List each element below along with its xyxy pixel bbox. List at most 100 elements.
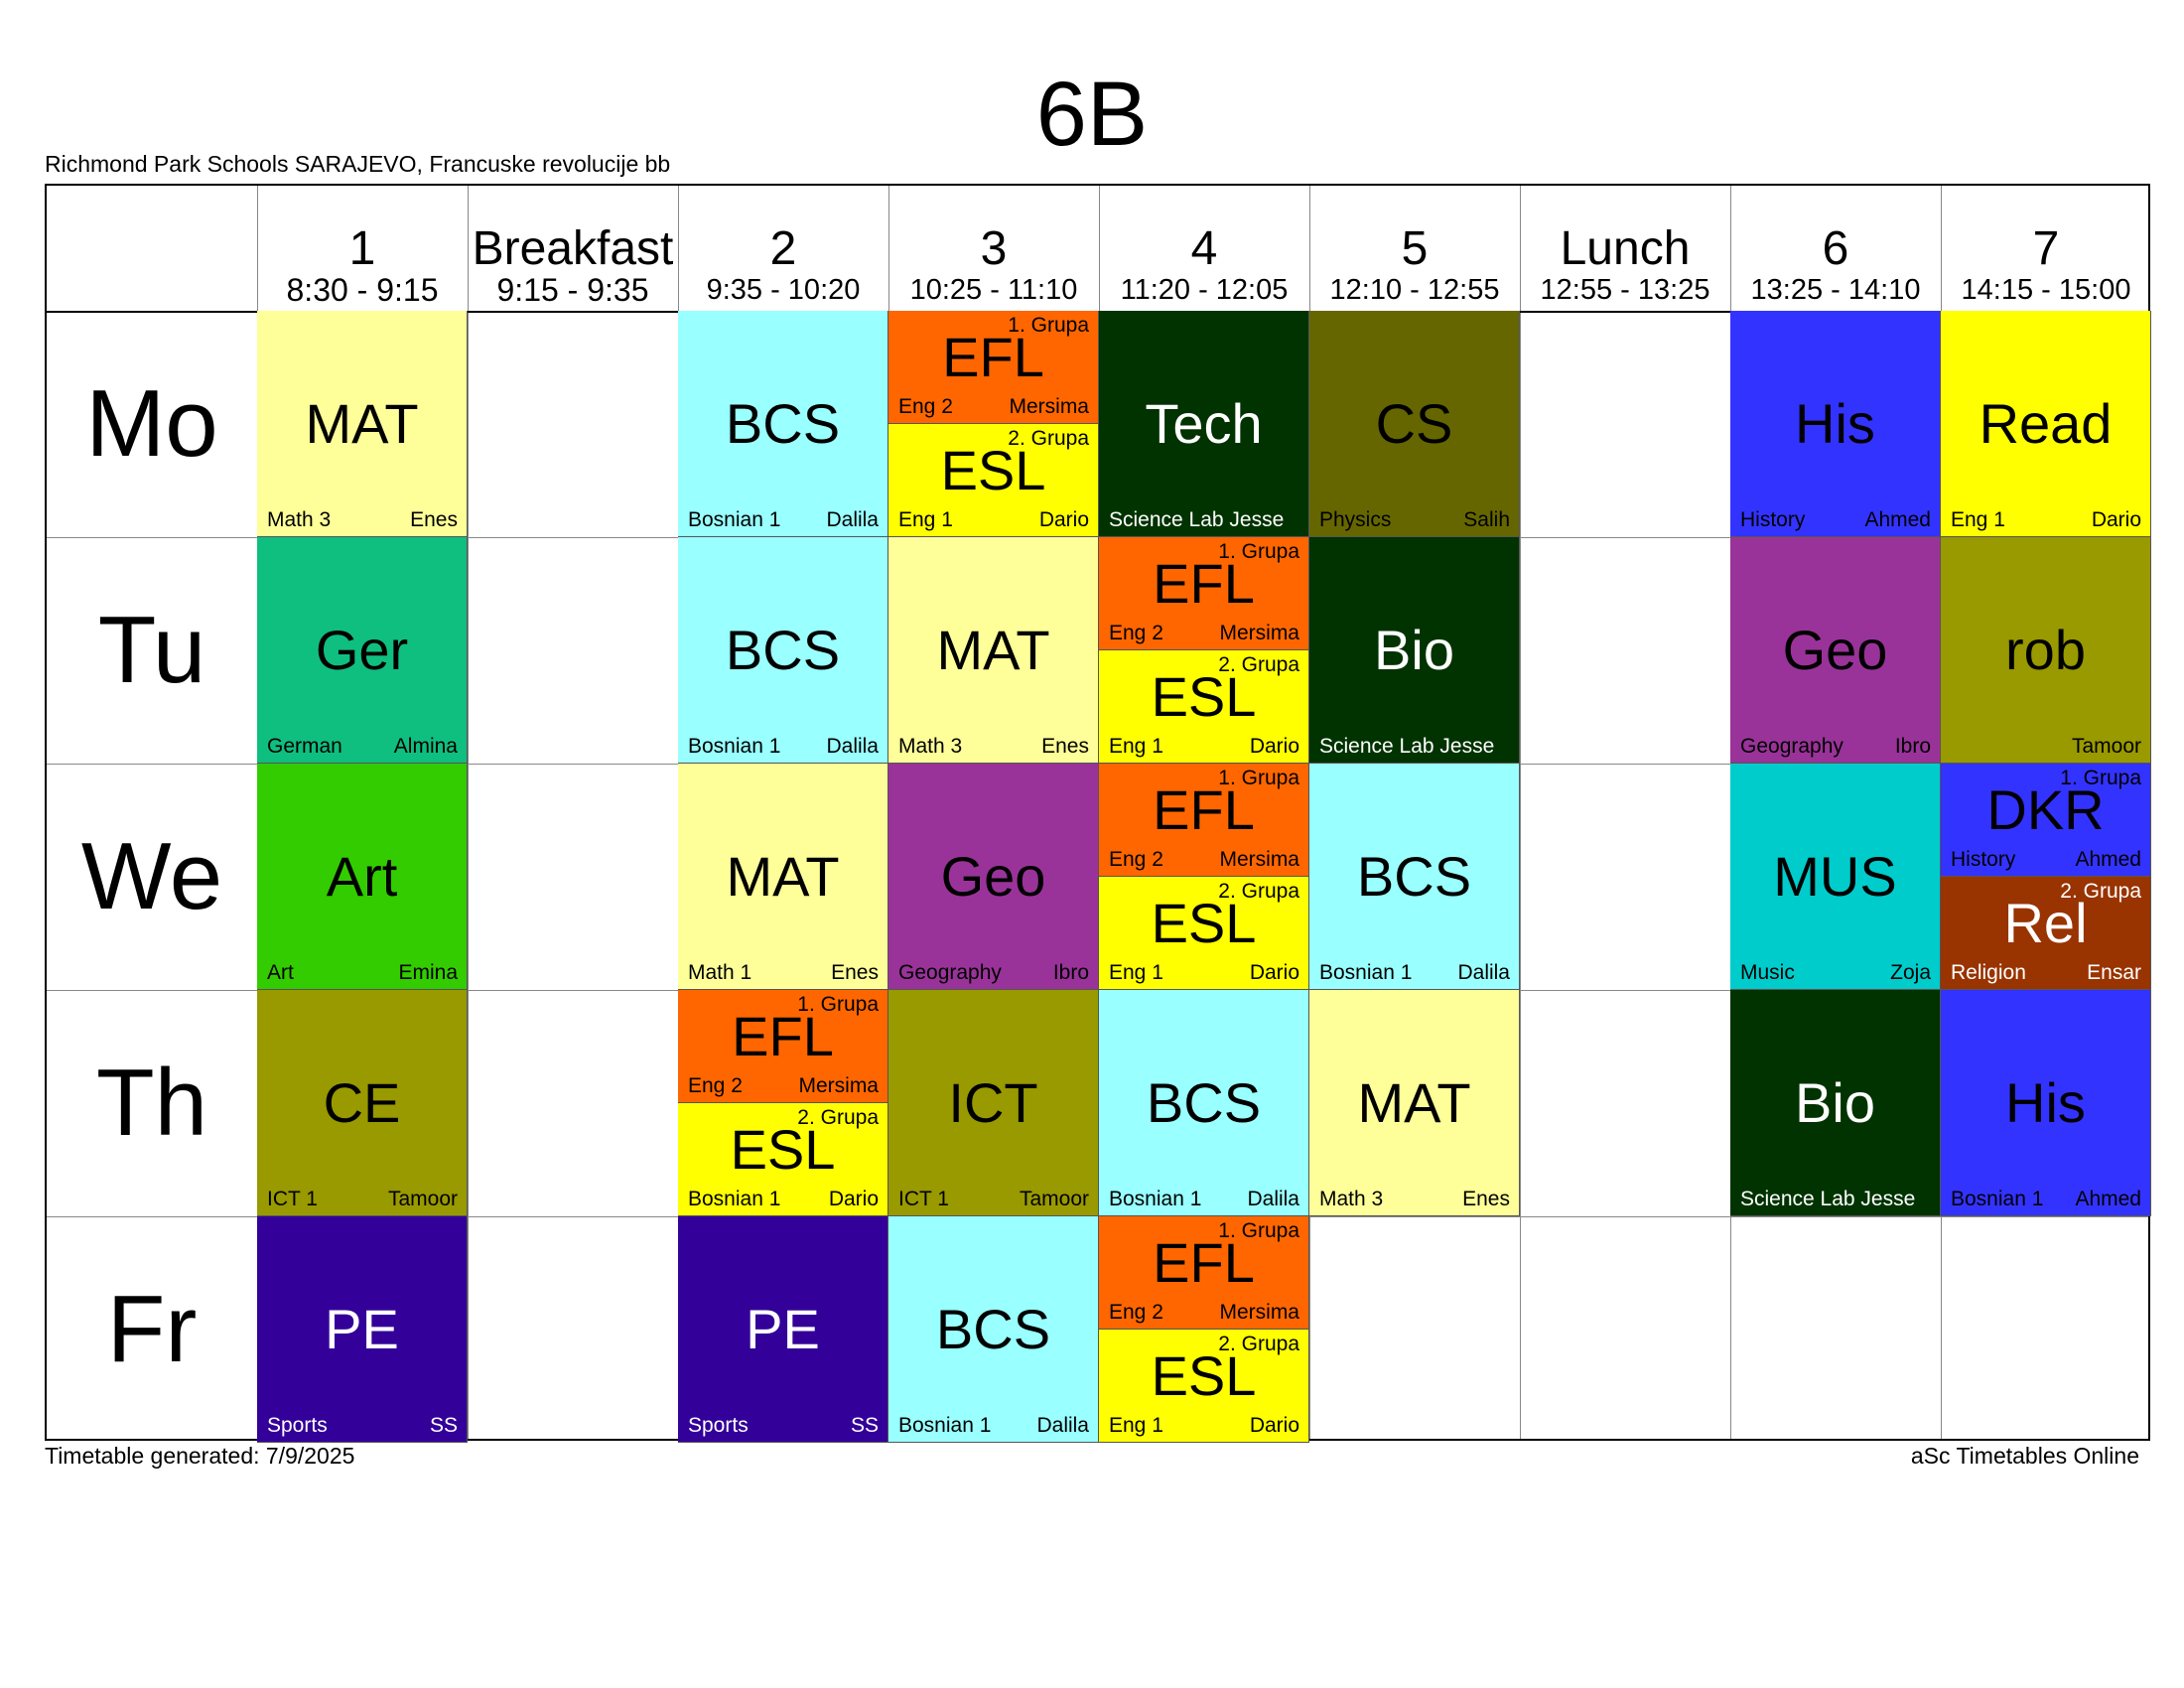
lesson-cell[interactable]: MUS Music Zoja — [1730, 764, 1941, 990]
lesson-cell[interactable]: 1. Grupa EFL Eng 2 Mersima — [888, 311, 1099, 424]
lesson-cell[interactable]: Geo Geography Ibro — [1730, 537, 1941, 764]
lesson-cell[interactable]: His History Ahmed — [1730, 311, 1941, 537]
room-label: Eng 2 — [1109, 1301, 1163, 1324]
lesson-cell[interactable]: BCS Bosnian 1 Dalila — [678, 537, 888, 764]
subject-label: MUS — [1773, 845, 1897, 908]
lesson-cell[interactable]: Geo Geography Ibro — [888, 764, 1099, 990]
lesson-cell[interactable]: MAT Math 1 Enes — [678, 764, 888, 990]
teacher-label: Mersima — [1219, 1301, 1299, 1324]
teacher-label: Ahmed — [2075, 1188, 2141, 1210]
teacher-label: Ahmed — [2075, 848, 2141, 871]
subject-label: His — [2005, 1071, 2086, 1134]
lesson-cell[interactable]: 2. Grupa ESL Eng 1 Dario — [1099, 650, 1309, 764]
period-time: 12:10 - 12:55 — [1329, 274, 1500, 306]
lesson-cell[interactable]: 2. Grupa ESL Bosnian 1 Dario — [678, 1103, 888, 1216]
group-label: 1. Grupa — [1218, 540, 1299, 563]
lesson-cell[interactable]: 2. Grupa Rel Religion Ensar — [1941, 877, 2151, 990]
teacher-label: Mersima — [798, 1074, 879, 1097]
subject-label: MAT — [936, 619, 1050, 681]
lesson-cell[interactable]: 2. Grupa ESL Eng 1 Dario — [888, 424, 1099, 537]
lesson-cell[interactable]: MAT Math 3 Enes — [1309, 990, 1520, 1216]
subject-label: EFL — [732, 1005, 834, 1067]
room-label: Bosnian 1 — [688, 735, 781, 758]
subject-label: Geo — [940, 845, 1046, 908]
lesson-cell[interactable]: 1. Grupa EFL Eng 2 Mersima — [1099, 764, 1309, 877]
lesson-cell[interactable]: BCS Bosnian 1 Dalila — [1099, 990, 1309, 1216]
subject-label: ICT — [948, 1071, 1038, 1134]
subject-label: BCS — [1146, 1071, 1262, 1134]
room-label: ICT 1 — [267, 1188, 318, 1210]
lesson-cell[interactable]: Art Art Emina — [257, 764, 468, 990]
lesson-cell[interactable]: CE ICT 1 Tamoor — [257, 990, 468, 1216]
lesson-cell[interactable]: BCS Bosnian 1 Dalila — [678, 311, 888, 537]
teacher-label: Emina — [398, 961, 458, 984]
lesson-cell[interactable]: 2. Grupa ESL Eng 1 Dario — [1099, 1330, 1309, 1443]
room-label: History — [1740, 508, 1806, 531]
room-label: Bosnian 1 — [1319, 961, 1413, 984]
room-label: Bosnian 1 — [1109, 1188, 1202, 1210]
teacher-label: Salih — [1463, 508, 1510, 531]
room-label: Science Lab Jesse — [1109, 508, 1285, 531]
subject-label: MAT — [1357, 1071, 1471, 1134]
lesson-cell[interactable]: Bio Science Lab Jesse — [1309, 537, 1520, 764]
lesson-cell[interactable]: MAT Math 3 Enes — [888, 537, 1099, 764]
subject-label: ESL — [1151, 892, 1257, 954]
teacher-label: Dario — [1249, 1414, 1299, 1437]
lesson-cell[interactable]: 2. Grupa ESL Eng 1 Dario — [1099, 877, 1309, 990]
period-header: Breakfast 9:15 - 9:35 — [468, 186, 678, 311]
lesson-cell[interactable]: BCS Bosnian 1 Dalila — [1309, 764, 1520, 990]
teacher-label: Mersima — [1009, 395, 1089, 418]
teacher-label: Tamoor — [1019, 1188, 1089, 1210]
lesson-cell[interactable]: His Bosnian 1 Ahmed — [1941, 990, 2151, 1216]
timetable-grid: 1 8:30 - 9:15 Breakfast 9:15 - 9:35 2 9:35 - … — [45, 184, 2151, 1443]
room-label: Art — [267, 961, 294, 984]
room-label: Math 3 — [1319, 1188, 1384, 1210]
room-label: Eng 1 — [1951, 508, 2005, 531]
day-label: Th — [95, 1050, 208, 1156]
period-time: 14:15 - 15:00 — [1961, 274, 2131, 306]
day-label: Mo — [85, 370, 218, 477]
lesson-cell[interactable]: Ger German Almina — [257, 537, 468, 764]
room-label: Math 3 — [898, 735, 963, 758]
page-title: 6B — [1035, 64, 1149, 165]
subject-label: CE — [323, 1071, 401, 1134]
school-name: Richmond Park Schools SARAJEVO, Francusk… — [45, 151, 671, 177]
subject-label: Tech — [1145, 392, 1263, 455]
period-header: 2 9:35 - 10:20 — [678, 186, 888, 311]
room-label: Bosnian 1 — [688, 1188, 781, 1210]
lesson-cell[interactable]: CS Physics Salih — [1309, 311, 1520, 537]
group-label: 2. Grupa — [1218, 880, 1299, 903]
lesson-cell[interactable]: BCS Bosnian 1 Dalila — [888, 1216, 1099, 1443]
period-name: 2 — [769, 222, 797, 275]
period-name: 4 — [1190, 222, 1218, 275]
lesson-cell[interactable]: PE Sports SS — [678, 1216, 888, 1443]
day-label: Tu — [97, 597, 206, 703]
lesson-cell[interactable]: Tech Science Lab Jesse — [1099, 311, 1309, 537]
lesson-cell[interactable]: ICT ICT 1 Tamoor — [888, 990, 1099, 1216]
subject-label: rob — [2005, 619, 2086, 681]
lesson-cell[interactable]: Read Eng 1 Dario — [1941, 311, 2151, 537]
group-label: 1. Grupa — [1218, 1219, 1299, 1242]
subject-label: PE — [325, 1298, 399, 1360]
group-label: 2. Grupa — [1218, 653, 1299, 676]
lesson-cell[interactable]: 1. Grupa EFL Eng 2 Mersima — [678, 990, 888, 1103]
subject-label: ESL — [940, 439, 1046, 501]
lesson-cell[interactable]: PE Sports SS — [257, 1216, 468, 1443]
period-time: 11:20 - 12:05 — [1120, 274, 1289, 306]
room-label: Bosnian 1 — [688, 508, 781, 531]
lesson-cell[interactable]: 1. Grupa EFL Eng 2 Mersima — [1099, 537, 1309, 650]
subject-label: BCS — [725, 619, 841, 681]
lesson-cell[interactable]: rob Tamoor — [1941, 537, 2151, 764]
subject-label: EFL — [1153, 1231, 1255, 1294]
teacher-label: Dalila — [1036, 1414, 1089, 1437]
period-header: 7 14:15 - 15:00 — [1941, 186, 2151, 311]
subject-label: Read — [1979, 392, 2113, 455]
lesson-cell[interactable]: MAT Math 3 Enes — [257, 311, 468, 537]
lesson-cell[interactable]: Bio Science Lab Jesse — [1730, 990, 1941, 1216]
lesson-cell[interactable]: 1. Grupa DKR History Ahmed — [1941, 764, 2151, 877]
teacher-label: Dalila — [1457, 961, 1510, 984]
subject-label: Rel — [2003, 892, 2088, 954]
brand-label: aSc Timetables Online — [1910, 1443, 2139, 1469]
lesson-cell[interactable]: 1. Grupa EFL Eng 2 Mersima — [1099, 1216, 1309, 1330]
period-header: 3 10:25 - 11:10 — [888, 186, 1099, 311]
